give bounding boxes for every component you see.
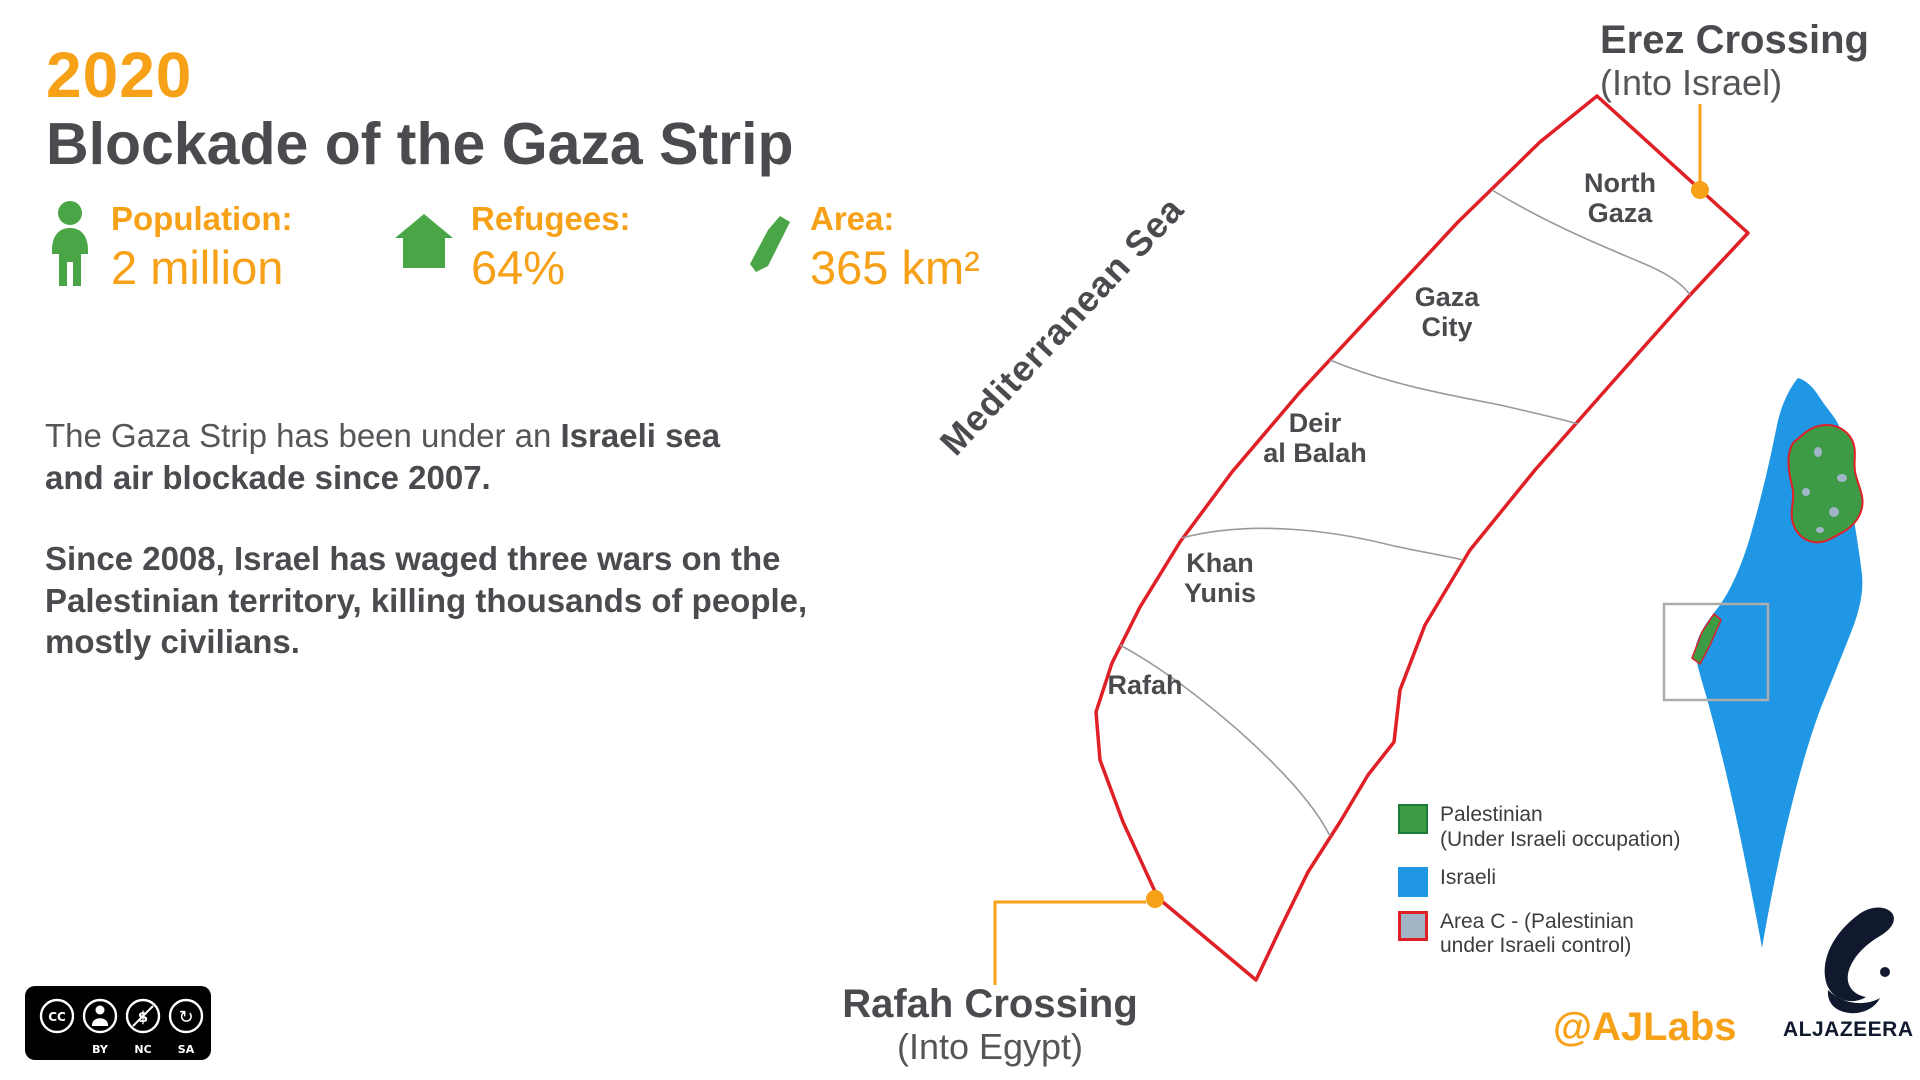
erez-crossing-dot — [1691, 181, 1709, 199]
gaza-locator-shape — [1691, 612, 1722, 666]
west-bank-area-c-patches — [1802, 447, 1847, 533]
house-icon — [393, 212, 455, 275]
gaza-strip-outline — [1094, 94, 1750, 982]
share-alike-icon: ↻ — [178, 1007, 193, 1028]
israel-locator-map — [1662, 378, 1864, 948]
crossing-name: Erez Crossing — [1600, 18, 1869, 62]
erez-crossing-marker — [1691, 104, 1709, 199]
rafah-crossing-label: Rafah Crossing (Into Egypt) — [790, 982, 1190, 1067]
governorate-boundary — [1119, 644, 1331, 837]
aljazeera-wordmark: ALJAZEERA — [1783, 1018, 1914, 1041]
legend-label: Israeli — [1440, 865, 1497, 889]
stat-label: Refugees: — [471, 200, 631, 237]
rafah-crossing-dot — [1146, 890, 1164, 908]
stat-area: Area: 365 km² — [742, 200, 980, 295]
region-label-deir-al-balah: Deir al Balah — [1263, 408, 1367, 469]
title-year: 2020 — [46, 39, 193, 111]
cc-label-sa: SA — [178, 1043, 195, 1056]
stat-value: 365 km² — [810, 241, 980, 294]
legend-swatch-palestinian — [1398, 804, 1428, 834]
non-commercial-icon: $ — [132, 1005, 154, 1027]
paragraph-normal-text: The Gaza Strip has been under an — [45, 417, 561, 454]
region-label-rafah: Rafah — [1107, 670, 1183, 700]
map-legend: Palestinian (Under Israeli occupation) I… — [1398, 803, 1680, 959]
paragraph-wars: Since 2008, Israel has waged three wars … — [45, 540, 808, 661]
legend-item-palestinian: Palestinian (Under Israeli occupation) — [1398, 803, 1680, 853]
cc-license-badge: CC $ ↻ BY NC SA — [25, 986, 211, 1060]
legend-item-area-c: Area C - (Palestinian under Israeli cont… — [1398, 910, 1680, 960]
stat-label: Population: — [111, 200, 293, 237]
region-label-khan-yunis: Khan Yunis — [1183, 548, 1257, 609]
stat-label: Area: — [810, 200, 895, 237]
cc-label-by: BY — [92, 1043, 109, 1056]
stat-population: Population: 2 million — [45, 200, 292, 295]
legend-label: Palestinian (Under Israeli occupation) — [1440, 803, 1681, 851]
region-label-gaza-city: Gaza City — [1414, 282, 1480, 343]
legend-swatch-area-c — [1398, 910, 1428, 941]
aljazeera-logo-icon — [1824, 907, 1894, 1014]
legend-swatch-israeli — [1398, 866, 1428, 897]
gaza-zoom-box — [1662, 602, 1770, 702]
erez-crossing-label: Erez Crossing (Into Israel) — [1600, 18, 1920, 103]
crossing-name: Rafah Crossing — [842, 982, 1138, 1026]
ajlabs-handle: @AJLabs — [1553, 1005, 1737, 1049]
governorate-boundary — [1181, 527, 1464, 561]
legend-label: Area C - (Palestinian under Israeli cont… — [1440, 909, 1634, 958]
stat-value: 2 million — [111, 241, 284, 294]
page-title: Blockade of the Gaza Strip — [46, 111, 794, 177]
person-icon — [45, 200, 95, 293]
cc-label-nc: NC — [134, 1043, 151, 1056]
stat-refugees: Refugees: 64% — [393, 200, 631, 295]
region-label-north-gaza: North Gaza — [1584, 168, 1656, 229]
legend-item-israeli: Israeli — [1398, 866, 1680, 897]
paragraph-blockade: The Gaza Strip has been under an Israeli… — [45, 415, 775, 499]
governorate-boundary — [1491, 189, 1691, 296]
rafah-crossing-marker — [993, 890, 1164, 985]
west-bank-shape — [1787, 424, 1864, 544]
stat-value: 64% — [471, 241, 566, 294]
attribution-person-icon — [92, 1005, 108, 1026]
governorate-boundary — [1329, 359, 1579, 425]
crossing-subtitle: (Into Israel) — [1600, 62, 1783, 103]
cc-icon: CC — [48, 1010, 66, 1024]
crossing-subtitle: (Into Egypt) — [896, 1026, 1084, 1067]
gaza-strip-map — [1094, 94, 1750, 982]
gaza-strip-icon — [742, 208, 794, 277]
paragraph-bold-text: Israeli sea and air blockade since 2007. — [45, 417, 721, 497]
